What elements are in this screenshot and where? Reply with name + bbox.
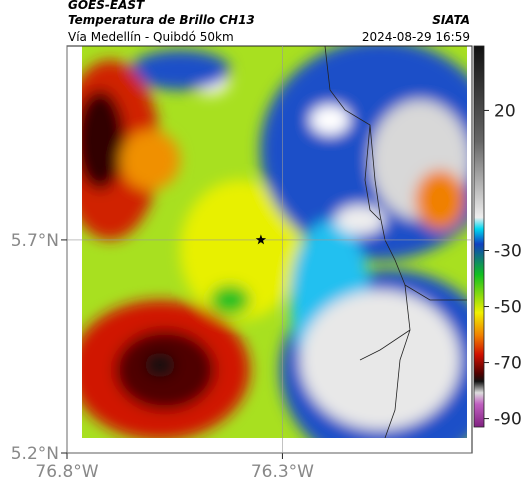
title: Temperatura de Brillo CH13 [68, 13, 255, 27]
source: GOES-EAST [68, 0, 145, 12]
brightness-raster [82, 46, 467, 438]
y-tick-label: 5.7°N [11, 231, 59, 251]
timestamp: 2024-08-29 16:59 [362, 30, 470, 44]
location-marker [255, 234, 267, 245]
colorbar-tick-label: -30 [494, 242, 522, 262]
colorbar [473, 45, 485, 428]
x-tick-label: 76.8°W [35, 462, 98, 482]
colorbar-tick-label: -50 [494, 298, 522, 318]
region: Vía Medellín - Quibdó 50km [68, 30, 234, 44]
org: SIATA [432, 13, 470, 27]
y-tick-label: 5.2°N [11, 444, 59, 464]
colorbar-tick-label: -70 [494, 354, 522, 374]
colorbar-tick-label: 20 [494, 101, 516, 121]
x-tick-label: 76.3°W [251, 462, 314, 482]
colorbar-tick-label: -90 [494, 410, 522, 430]
